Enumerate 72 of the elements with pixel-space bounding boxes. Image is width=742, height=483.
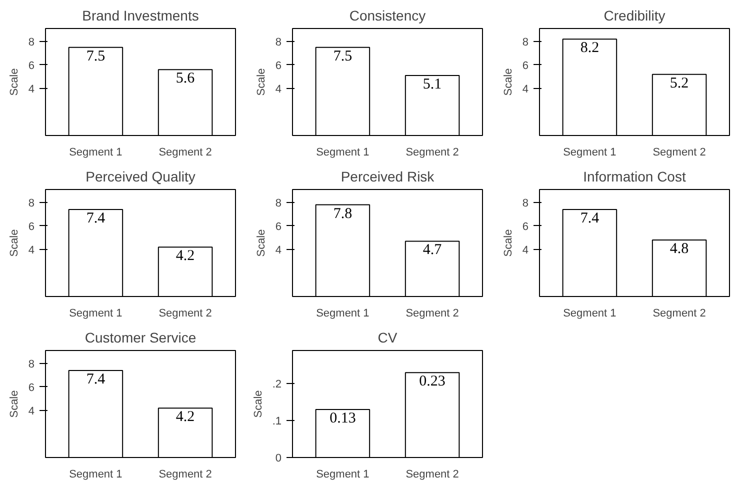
y-axis-title: Scale bbox=[252, 390, 264, 418]
y-axis-title: Scale bbox=[8, 68, 20, 96]
data-label: 4.2 bbox=[176, 409, 195, 426]
data-label: 4.2 bbox=[176, 248, 195, 264]
data-label: 7.4 bbox=[86, 371, 106, 388]
y-tick-label: 6 bbox=[275, 60, 282, 72]
chart-title: Consistency bbox=[349, 8, 426, 24]
y-tick-label: 6 bbox=[28, 220, 35, 233]
data-label: 7.8 bbox=[333, 206, 352, 222]
x-tick-label: Segment 2 bbox=[158, 146, 212, 158]
y-tick-label: 4 bbox=[28, 244, 35, 256]
chart-title: Credibility bbox=[604, 8, 666, 24]
y-tick-label: 8 bbox=[28, 197, 35, 210]
x-tick-label: Segment 2 bbox=[652, 308, 706, 320]
y-axis-title: Scale bbox=[502, 229, 514, 257]
data-label: 5.2 bbox=[670, 75, 689, 92]
data-label: 4.7 bbox=[422, 242, 442, 258]
y-tick-label: 8 bbox=[522, 36, 529, 48]
y-tick-label: 4 bbox=[28, 83, 35, 96]
y-axis-title: Scale bbox=[255, 68, 268, 96]
y-tick-label: .1 bbox=[272, 416, 282, 428]
x-tick-label: Segment 1 bbox=[316, 146, 370, 158]
data-label: 0.13 bbox=[330, 410, 356, 427]
chart-title: Perceived Risk bbox=[340, 168, 436, 184]
x-tick-label: Segment 1 bbox=[69, 308, 122, 320]
y-tick-label: 4 bbox=[275, 244, 282, 256]
y-tick-label: 6 bbox=[275, 220, 282, 233]
data-label: 0.23 bbox=[419, 374, 446, 390]
y-axis-title: Scale bbox=[255, 229, 268, 257]
data-label: 7.4 bbox=[86, 210, 106, 226]
y-tick-label: 6 bbox=[28, 60, 35, 72]
data-label: 5.1 bbox=[422, 76, 442, 93]
x-tick-label: Segment 2 bbox=[406, 308, 459, 320]
y-tick-label: 6 bbox=[28, 382, 35, 394]
y-axis-title: Scale bbox=[502, 68, 514, 96]
x-tick-label: Segment 1 bbox=[316, 308, 370, 320]
x-tick-label: Segment 1 bbox=[563, 146, 616, 158]
data-label: 8.2 bbox=[580, 40, 600, 56]
y-tick-label: 4 bbox=[275, 83, 282, 96]
y-tick-label: 6 bbox=[522, 60, 529, 72]
data-label: 7.4 bbox=[580, 210, 600, 226]
x-tick-label: Segment 2 bbox=[158, 308, 212, 320]
y-tick-label: 8 bbox=[275, 36, 282, 48]
y-tick-label: 8 bbox=[275, 197, 282, 210]
y-tick-label: 0 bbox=[275, 452, 282, 464]
y-tick-label: 8 bbox=[522, 197, 529, 210]
chart-title: CV bbox=[378, 330, 398, 346]
y-tick-label: 6 bbox=[522, 220, 529, 233]
data-label: 4.8 bbox=[670, 241, 689, 258]
y-tick-label: 8 bbox=[28, 358, 35, 370]
chart-title: Perceived Quality bbox=[86, 168, 196, 184]
y-axis-title: Scale bbox=[8, 229, 20, 257]
x-tick-label: Segment 2 bbox=[158, 468, 212, 480]
x-tick-label: Segment 1 bbox=[316, 468, 370, 480]
y-tick-label: 4 bbox=[28, 405, 35, 418]
x-tick-label: Segment 1 bbox=[69, 468, 122, 480]
data-label: 7.5 bbox=[333, 48, 352, 64]
y-tick-label: 4 bbox=[522, 244, 529, 256]
data-label: 5.6 bbox=[176, 70, 196, 87]
y-tick-label: 8 bbox=[28, 36, 35, 48]
x-tick-label: Segment 1 bbox=[69, 146, 122, 158]
x-tick-label: Segment 2 bbox=[406, 468, 459, 480]
y-axis-title: Scale bbox=[8, 390, 20, 418]
x-tick-label: Segment 2 bbox=[652, 146, 706, 158]
y-tick-label: 4 bbox=[522, 83, 529, 96]
data-label: 7.5 bbox=[86, 48, 106, 64]
x-tick-label: Segment 2 bbox=[406, 146, 459, 158]
chart-title: Brand Investments bbox=[82, 8, 199, 24]
x-tick-label: Segment 1 bbox=[563, 308, 616, 320]
chart-title: Information Cost bbox=[583, 168, 686, 184]
y-tick-label: .2 bbox=[272, 378, 282, 391]
chart-title: Customer Service bbox=[84, 330, 196, 346]
